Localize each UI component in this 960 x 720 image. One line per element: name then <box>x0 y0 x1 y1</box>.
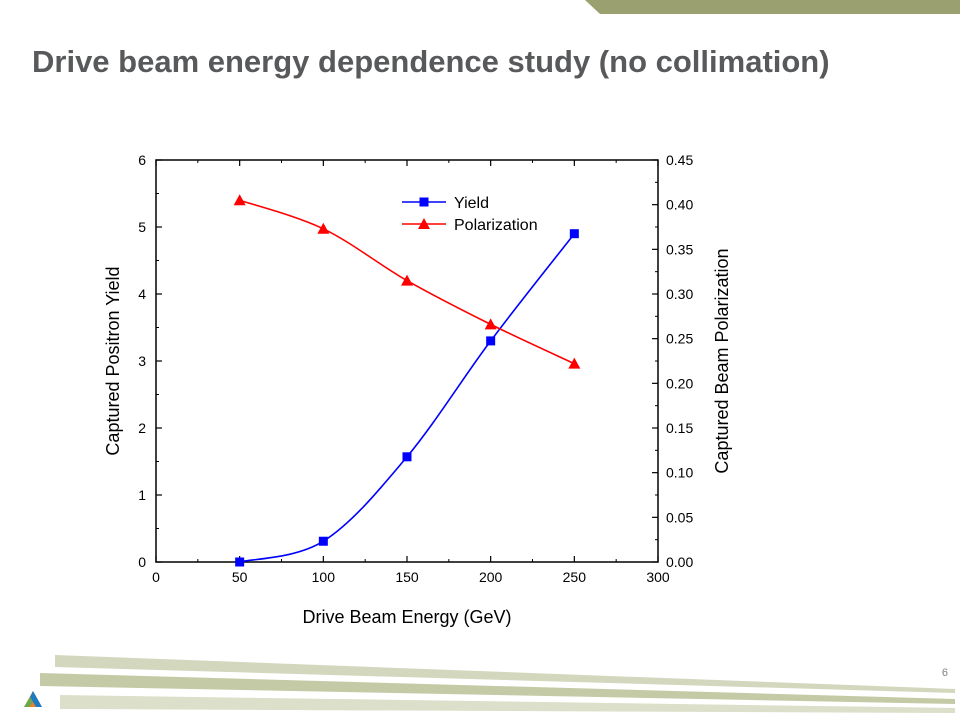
footer-stripe-2 <box>40 673 955 704</box>
page-number: 6 <box>941 667 948 679</box>
footer-stripe-3 <box>60 695 955 713</box>
legend-label-yield: Yield <box>454 195 489 212</box>
header-accent-bar <box>585 0 960 14</box>
yield-point <box>235 557 245 567</box>
yield-point <box>318 536 328 546</box>
legend-marker-polarization <box>418 218 430 229</box>
legend-marker-yield <box>419 197 429 207</box>
y2-tick-label: 0.35 <box>666 241 693 257</box>
y2-tick-label: 0.40 <box>666 197 693 213</box>
dual-axis-line-chart: 0 50 100 150 200 250 300 0 1 2 3 4 5 6 0.00 0.05 0.10 0.1… <box>103 152 732 627</box>
y-tick-label: 1 <box>138 487 146 503</box>
yield-point <box>486 336 496 346</box>
x-tick-label: 300 <box>646 569 670 585</box>
x-tick-label: 150 <box>395 569 419 585</box>
logo-icon <box>24 691 42 707</box>
x-axis-label: Drive Beam Energy (GeV) <box>302 607 511 627</box>
y-tick-label: 0 <box>138 554 146 570</box>
legend-label-polarization: Polarization <box>454 217 538 234</box>
y-axis-label: Captured Positron Yield <box>103 266 123 455</box>
y2-tick-label: 0.10 <box>666 465 693 481</box>
x-tick-label: 50 <box>232 569 248 585</box>
y-tick-label: 3 <box>138 353 146 369</box>
y2-tick-label: 0.05 <box>666 509 693 525</box>
polarization-point <box>233 194 246 206</box>
plot-frame <box>155 159 659 563</box>
polarization-point <box>484 318 497 330</box>
y2-tick-label: 0.30 <box>666 286 693 302</box>
y-tick-label: 5 <box>138 219 146 235</box>
yield-point <box>402 452 412 462</box>
y-tick-label: 6 <box>138 152 146 168</box>
polarization-point <box>401 274 413 286</box>
x-tick-label: 250 <box>563 569 587 585</box>
y2-tick-label: 0.15 <box>666 420 693 436</box>
x-tick-label: 0 <box>152 569 160 585</box>
yield-point <box>569 229 579 239</box>
y-tick-label: 2 <box>138 420 146 436</box>
y2-tick-label: 0.00 <box>666 554 693 570</box>
x-tick-label: 100 <box>312 569 336 585</box>
x-tick-label: 200 <box>479 569 503 585</box>
y2-axis-label: Captured Beam Polarization <box>712 248 732 473</box>
polarization-point <box>317 222 330 234</box>
y2-tick-label: 0.25 <box>666 331 693 347</box>
slide-title: Drive beam energy dependence study (no c… <box>32 44 830 79</box>
y2-tick-label: 0.45 <box>666 152 693 168</box>
polarization-point <box>568 357 581 369</box>
y-tick-label: 4 <box>138 286 146 302</box>
footer-decoration <box>24 655 955 713</box>
y2-tick-label: 0.20 <box>666 375 693 391</box>
footer-stripe-1 <box>55 655 955 693</box>
